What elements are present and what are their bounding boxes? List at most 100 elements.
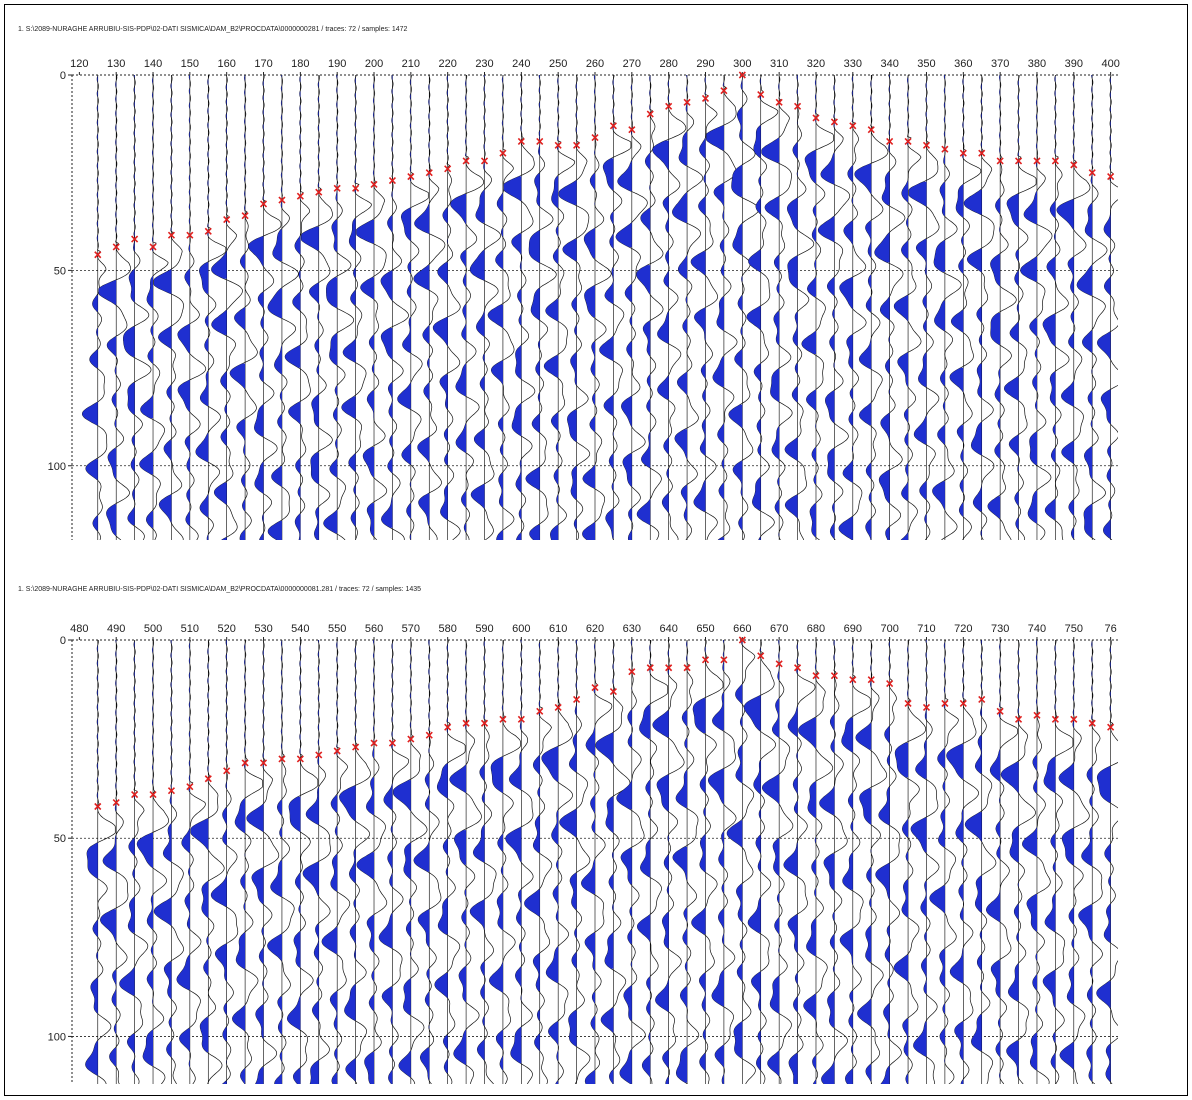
- x-tick-label: 720: [954, 623, 972, 635]
- trace-fill: [722, 932, 724, 944]
- trace-fill: [336, 101, 338, 108]
- trace-fill: [152, 222, 153, 229]
- trace-fill: [594, 658, 595, 664]
- trace-fill: [949, 367, 964, 393]
- trace-fill: [590, 173, 595, 190]
- trace-fill: [665, 217, 669, 233]
- trace-fill: [594, 673, 595, 679]
- trace-fill: [133, 173, 135, 179]
- trace-fill: [447, 727, 448, 733]
- trace-fill: [1054, 118, 1056, 126]
- trace-fill: [354, 691, 356, 697]
- trace-fill: [731, 165, 743, 197]
- trace-fill: [222, 828, 227, 846]
- trace-fill: [888, 641, 890, 647]
- trace-fill: [381, 328, 393, 360]
- trace-fill: [1091, 85, 1093, 93]
- trace-fill: [232, 1004, 246, 1032]
- trace-fill: [961, 236, 964, 245]
- trace-fill: [281, 670, 282, 677]
- trace-fill: [812, 1056, 816, 1069]
- pick-marker: [573, 141, 581, 149]
- trace-fill: [354, 662, 356, 668]
- x-tick-label: 560: [365, 623, 383, 635]
- trace-fill: [813, 204, 816, 218]
- trace-fill: [115, 183, 117, 189]
- trace-fill: [318, 154, 319, 160]
- trace-fill: [796, 752, 798, 760]
- trace-fill: [556, 494, 559, 504]
- trace-fill: [744, 695, 761, 731]
- trace-fill: [447, 674, 448, 681]
- trace-fill: [262, 195, 264, 200]
- trace-fill: [207, 735, 209, 743]
- trace-fill: [97, 719, 98, 725]
- trace-fill: [571, 466, 577, 499]
- pick-marker: [830, 118, 838, 126]
- trace-fill: [865, 1064, 872, 1082]
- trace-fill: [391, 642, 393, 650]
- trace-fill: [557, 677, 559, 683]
- trace-fill: [616, 222, 632, 248]
- trace-fill: [262, 708, 264, 715]
- trace-fill: [788, 706, 798, 738]
- trace-fill: [918, 352, 927, 387]
- trace-fill: [939, 949, 945, 987]
- trace-fill: [621, 396, 632, 427]
- trace-fill: [262, 649, 264, 656]
- trace-fill: [662, 1050, 669, 1068]
- trace-fill: [645, 153, 651, 170]
- trace-fill: [741, 276, 743, 282]
- trace-fill: [298, 270, 301, 279]
- trace-fill: [482, 1016, 485, 1026]
- trace-fill: [277, 799, 282, 815]
- trace-fill: [629, 906, 632, 917]
- trace-fill: [373, 640, 374, 645]
- x-tick-label: 600: [512, 623, 530, 635]
- trace-fill: [465, 678, 467, 686]
- trace-fill: [299, 703, 301, 711]
- trace-fill: [907, 106, 909, 112]
- x-tick-label: 260: [586, 58, 604, 70]
- trace-fill: [323, 509, 338, 534]
- x-tick-label: 570: [402, 623, 420, 635]
- trace-fill: [980, 931, 982, 940]
- trace-fill: [234, 307, 246, 330]
- trace-fill: [866, 463, 872, 479]
- trace-fill: [801, 330, 816, 354]
- trace-fill: [391, 132, 393, 138]
- x-tick-label: 310: [770, 58, 788, 70]
- trace-fill: [185, 436, 190, 452]
- trace-fill: [207, 79, 209, 85]
- x-tick-label: 550: [328, 623, 346, 635]
- trace-fill: [940, 181, 945, 216]
- trace-fill: [497, 192, 503, 212]
- trace-fill: [1067, 966, 1074, 1004]
- trace-fill: [132, 489, 135, 501]
- trace-fill: [207, 692, 209, 699]
- trace-fill: [425, 795, 430, 811]
- trace-fill: [1032, 374, 1037, 391]
- trace-fill: [369, 334, 374, 350]
- trace-fill: [944, 642, 945, 649]
- trace-fill: [318, 709, 319, 717]
- trace-fill: [281, 85, 282, 92]
- trace-fill: [889, 129, 890, 136]
- trace-fill: [796, 669, 798, 674]
- trace-fill: [348, 453, 356, 472]
- pick-marker: [738, 636, 746, 644]
- trace-fill: [846, 334, 853, 369]
- pick-marker: [591, 133, 599, 142]
- trace-fill: [115, 211, 117, 218]
- trace-fill: [281, 640, 282, 647]
- trace-fill: [722, 210, 724, 220]
- trace-fill: [785, 437, 798, 461]
- trace-fill: [496, 530, 503, 540]
- trace-fill: [792, 142, 798, 159]
- trace-fill: [248, 236, 264, 267]
- trace-fill: [371, 970, 374, 982]
- trace-fill: [389, 434, 393, 447]
- trace-fill: [281, 114, 282, 121]
- trace-fill: [299, 120, 301, 126]
- trace-wiggle: [211, 75, 243, 540]
